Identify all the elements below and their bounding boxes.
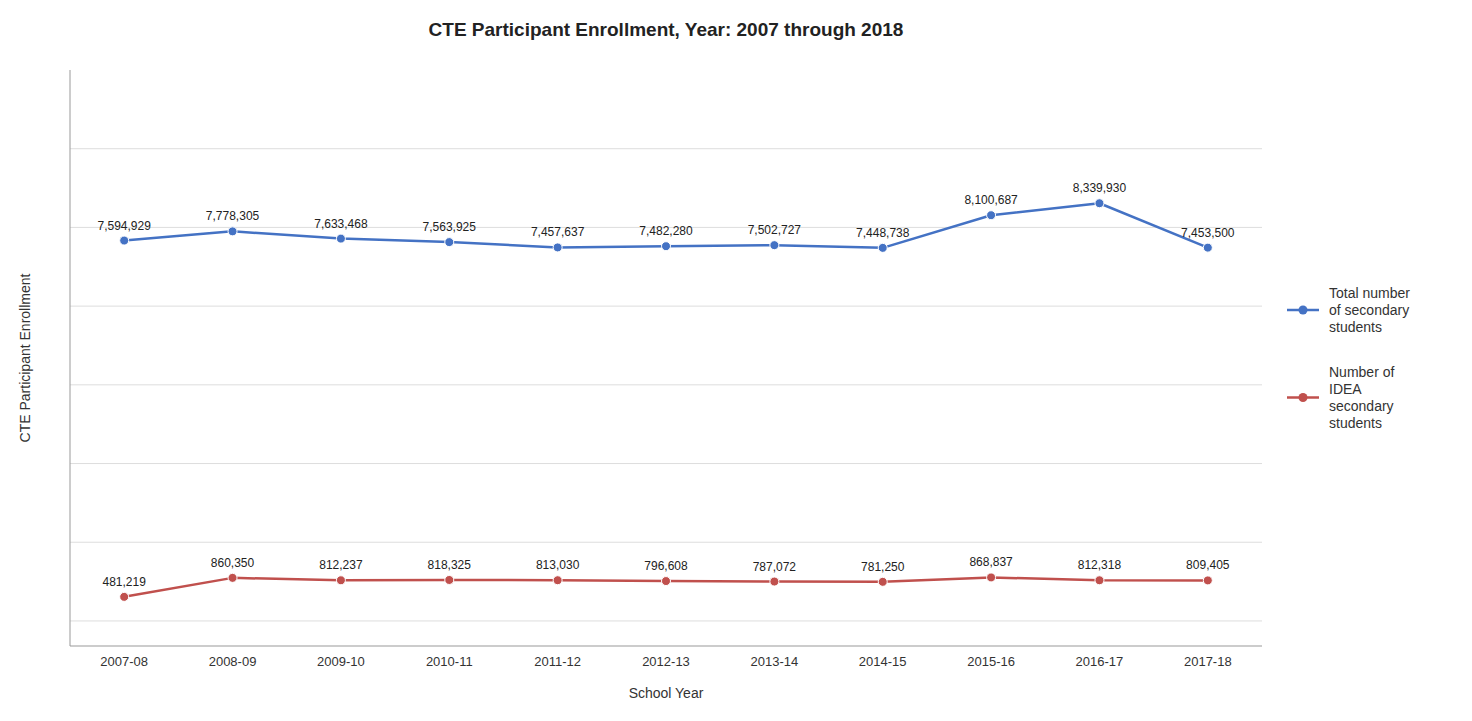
legend-label-line: secondary — [1329, 398, 1394, 414]
grid-line — [70, 384, 1262, 385]
series-point — [1095, 199, 1104, 208]
chart: 2007-08 2008-09 2009-10 2010-11 2011-12 2012-… — [0, 0, 1472, 721]
x-tick-label: 2017-18 — [1184, 654, 1232, 669]
series-point — [662, 577, 671, 586]
data-label: 7,482,280 — [639, 224, 693, 238]
x-tick-label: 2007-08 — [100, 654, 148, 669]
data-label: 812,237 — [319, 558, 363, 572]
series-point — [120, 236, 129, 245]
data-label: 7,502,727 — [748, 223, 802, 237]
x-tick-label: 2008-09 — [209, 654, 257, 669]
data-label: 809,405 — [1186, 558, 1230, 572]
legend-label-line: IDEA — [1329, 381, 1362, 397]
grid-line — [70, 542, 1262, 543]
chart-title: CTE Participant Enrollment, Year: 2007 t… — [429, 19, 904, 40]
data-label: 481,219 — [102, 575, 146, 589]
data-label: 787,072 — [753, 560, 797, 574]
data-label: 7,453,500 — [1181, 226, 1235, 240]
grid — [70, 149, 1262, 621]
legend: Total numberof secondarystudentsNumber o… — [1287, 285, 1410, 431]
series-point — [1203, 576, 1212, 585]
x-tick-label: 2012-13 — [642, 654, 690, 669]
grid-line — [70, 463, 1262, 464]
data-label: 868,837 — [969, 555, 1013, 569]
series-point — [1203, 243, 1212, 252]
x-axis-label: School Year — [629, 685, 704, 701]
grid-line — [70, 306, 1262, 307]
data-label: 7,633,468 — [314, 217, 368, 231]
series-point — [445, 238, 454, 247]
data-label: 7,457,637 — [531, 225, 585, 239]
series-point — [987, 573, 996, 582]
series-point — [878, 243, 887, 252]
data-label: 8,339,930 — [1073, 181, 1127, 195]
series-point — [228, 573, 237, 582]
series-point — [445, 575, 454, 584]
legend-label-line: Total number — [1329, 285, 1410, 301]
grid-line — [70, 148, 1262, 149]
data-label: 860,350 — [211, 556, 255, 570]
legend-label: Total numberof secondarystudents — [1329, 285, 1410, 335]
series-point — [1095, 576, 1104, 585]
grid-line — [70, 620, 1262, 621]
data-label: 7,594,929 — [97, 219, 151, 233]
series-line — [124, 203, 1208, 248]
legend-label-line: of secondary — [1329, 302, 1409, 318]
series-point — [553, 243, 562, 252]
x-tick-label: 2016-17 — [1076, 654, 1124, 669]
x-tick-label: 2013-14 — [751, 654, 799, 669]
data-label: 8,100,687 — [964, 193, 1018, 207]
data-label: 781,250 — [861, 560, 905, 574]
legend-label-line: students — [1329, 319, 1382, 335]
series-point — [878, 577, 887, 586]
data-label: 7,778,305 — [206, 209, 260, 223]
legend-marker — [1299, 306, 1308, 315]
x-tick-label: 2011-12 — [534, 654, 581, 669]
series-point — [770, 241, 779, 250]
data-labels: 7,594,929 7,778,305 7,633,468 7,563,925 7,45… — [97, 181, 1234, 589]
x-tick-label: 2009-10 — [317, 654, 365, 669]
data-label: 7,448,738 — [856, 226, 910, 240]
data-label: 7,563,925 — [423, 220, 477, 234]
x-axis-line — [70, 646, 1262, 647]
series-point — [336, 234, 345, 243]
legend-label-line: Number of — [1329, 364, 1394, 380]
legend-label: Number ofIDEAsecondarystudents — [1329, 364, 1394, 431]
series-point — [336, 576, 345, 585]
data-label: 813,030 — [536, 558, 580, 572]
data-label: 796,608 — [644, 559, 688, 573]
series-line — [124, 577, 1208, 596]
series-point — [987, 211, 996, 220]
legend-label-line: students — [1329, 415, 1382, 431]
series-point — [770, 577, 779, 586]
legend-marker — [1299, 393, 1308, 402]
series-point — [120, 592, 129, 601]
data-label: 818,325 — [428, 558, 472, 572]
x-tick-label: 2010-11 — [426, 654, 473, 669]
series-point — [228, 227, 237, 236]
x-tick-label: 2014-15 — [859, 654, 907, 669]
series-point — [553, 576, 562, 585]
y-axis-label: CTE Participant Enrollment — [17, 273, 33, 442]
y-axis-line — [70, 70, 71, 646]
series-point — [662, 242, 671, 251]
data-label: 812,318 — [1078, 558, 1122, 572]
plot-area — [120, 199, 1213, 602]
x-tick-label: 2015-16 — [967, 654, 1015, 669]
